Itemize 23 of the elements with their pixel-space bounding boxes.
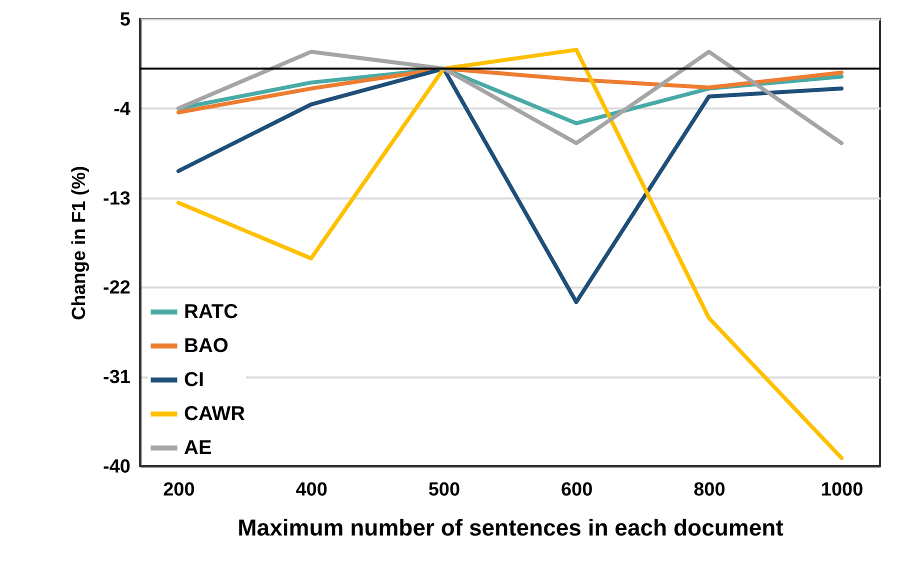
x-tick-label: 1000 [820, 480, 864, 500]
line-series [176, 66, 844, 304]
x-tick-label: 800 [694, 480, 726, 500]
y-axis-title: Change in F1 (%) [69, 166, 90, 320]
line-series [176, 50, 844, 146]
y-tick-label: -4 [114, 98, 131, 120]
x-axis-title: Maximum number of sentences in each document [238, 514, 784, 540]
legend-label: CAWR [184, 403, 246, 425]
line-series [176, 66, 844, 114]
legend-label: AE [184, 437, 212, 459]
line-series [176, 48, 844, 460]
legend-label: BAO [184, 335, 228, 357]
y-tick-label: 5 [120, 10, 131, 30]
x-tick-label: 600 [560, 480, 593, 500]
x-tick-label: 500 [428, 480, 460, 500]
legend-label: RATC [184, 301, 238, 323]
y-tick-label: -31 [103, 367, 131, 388]
y-tick-label: -13 [103, 188, 130, 210]
legend-label: CI [184, 369, 204, 391]
x-tick-label: 400 [296, 480, 328, 500]
x-tick-label: 200 [163, 480, 195, 500]
y-tick-label: -22 [103, 278, 130, 299]
y-tick-label: -40 [103, 456, 130, 478]
